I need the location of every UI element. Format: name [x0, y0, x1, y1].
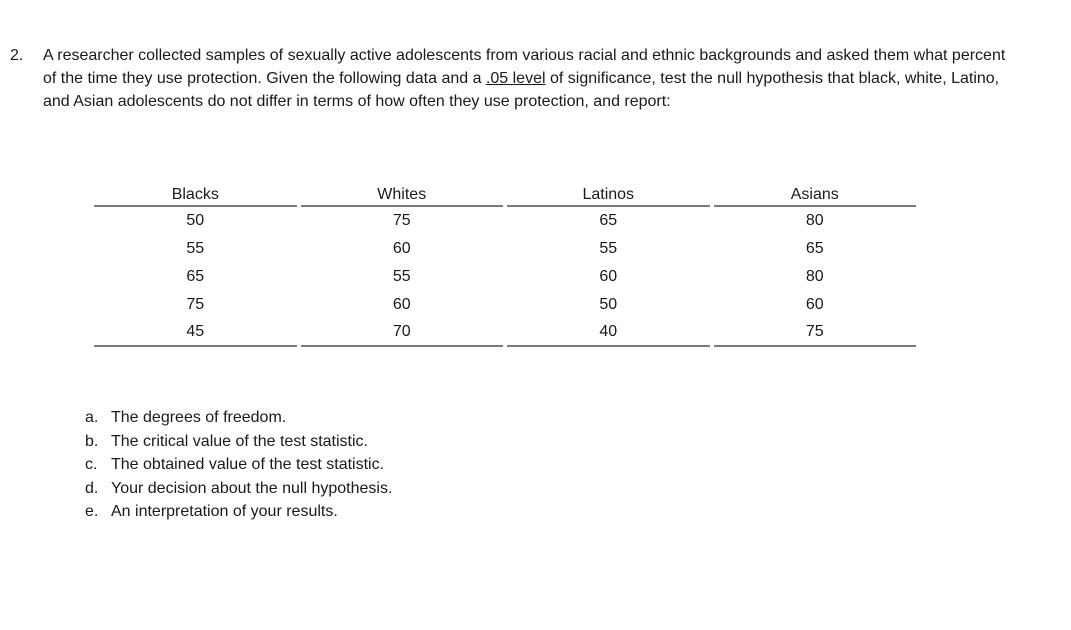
table-header-row: Blacks Whites Latinos Asians: [94, 185, 916, 207]
table-row: 55 60 55 65: [94, 235, 916, 263]
problem-statement: 2. A researcher collected samples of sex…: [10, 44, 1020, 113]
table-cell: 70: [300, 319, 503, 347]
table-cell: 75: [186, 296, 205, 313]
table-cell: 55: [392, 268, 411, 285]
table-cell: 65: [805, 240, 824, 257]
table-cell: 55: [186, 240, 205, 257]
list-item-text: The degrees of freedom.: [111, 409, 287, 426]
list-item: a. The degrees of freedom.: [85, 406, 392, 430]
table-row: 45 70 40 75: [94, 319, 916, 347]
list-item: d. Your decision about the null hypothes…: [85, 477, 392, 501]
table-cell: 60: [599, 268, 618, 285]
list-item-letter: b.: [85, 432, 99, 450]
table-cell: 55: [599, 240, 618, 257]
table-cell: 65: [186, 268, 205, 285]
list-item-letter: c.: [85, 456, 98, 473]
table-cell: 50: [186, 212, 205, 229]
list-item-letter: a.: [85, 409, 99, 426]
table-cell: 80: [805, 212, 824, 229]
column-header-blacks: Blacks: [94, 185, 297, 207]
table-cell: 40: [507, 319, 710, 347]
significance-level-underlined: .05 level: [485, 70, 546, 87]
table-cell: 80: [805, 268, 824, 285]
column-header-whites: Whites: [300, 185, 503, 207]
list-item-text: An interpretation of your results.: [111, 503, 338, 520]
table-cell: 75: [392, 212, 411, 229]
table-cell: 60: [392, 240, 411, 257]
list-item-text: The critical value of the test statistic…: [111, 432, 368, 450]
column-header-latinos: Latinos: [507, 185, 710, 207]
list-item: c. The obtained value of the test statis…: [85, 453, 392, 477]
table-cell: 50: [599, 296, 618, 313]
table-row: 65 55 60 80: [94, 263, 916, 291]
table-row: 50 75 65 80: [94, 207, 916, 235]
list-item-text: Your decision about the null hypothesis.: [111, 479, 393, 497]
list-item: e. An interpretation of your results.: [85, 500, 392, 524]
table-cell: 60: [392, 296, 411, 313]
problem-text-tail: of significance, test the null hypothesi…: [43, 70, 1000, 110]
report-list: a. The degrees of freedom. b. The critic…: [85, 406, 392, 524]
table-cell: 65: [599, 212, 618, 229]
table-cell: 75: [713, 319, 916, 347]
list-item-letter: d.: [85, 479, 99, 497]
list-item-letter: e.: [85, 503, 99, 520]
table-cell: 60: [805, 296, 824, 313]
problem-text-lead: A researcher collected samples of sexual…: [43, 47, 1006, 87]
table-cell: 45: [94, 319, 297, 347]
data-table: Blacks Whites Latinos Asians 50 75 65 80…: [90, 185, 920, 347]
list-item-text: The obtained value of the test statistic…: [111, 456, 385, 473]
table-row: 75 60 50 60: [94, 291, 916, 319]
problem-text: A researcher collected samples of sexual…: [43, 44, 1015, 113]
list-item: b. The critical value of the test statis…: [85, 430, 392, 454]
column-header-asians: Asians: [713, 185, 916, 207]
problem-number: 2.: [10, 47, 24, 64]
